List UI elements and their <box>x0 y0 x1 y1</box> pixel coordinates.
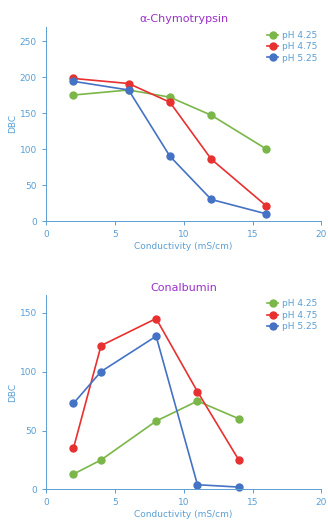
pH 4.25 <box>127 87 131 93</box>
pH 5.25 <box>195 481 199 488</box>
pH 5.25 <box>99 368 103 375</box>
pH 4.25 <box>264 146 268 152</box>
pH 4.25 <box>209 112 213 119</box>
pH 4.75 <box>168 99 172 105</box>
Legend: pH 4.25, pH 4.75, pH 5.25: pH 4.25, pH 4.75, pH 5.25 <box>265 29 319 64</box>
pH 4.75 <box>127 80 131 87</box>
pH 5.25 <box>209 196 213 203</box>
pH 5.25 <box>264 211 268 217</box>
Legend: pH 4.25, pH 4.75, pH 5.25: pH 4.25, pH 4.75, pH 5.25 <box>265 298 319 333</box>
pH 5.25 <box>72 400 75 406</box>
pH 4.75 <box>209 156 213 162</box>
pH 4.25 <box>237 415 241 422</box>
pH 4.75 <box>72 445 75 451</box>
X-axis label: Conductivity (mS/cm): Conductivity (mS/cm) <box>134 242 233 251</box>
X-axis label: Conductivity (mS/cm): Conductivity (mS/cm) <box>134 510 233 519</box>
Line: pH 5.25: pH 5.25 <box>70 332 242 491</box>
Line: pH 4.75: pH 4.75 <box>70 315 242 463</box>
pH 5.25 <box>237 484 241 491</box>
pH 4.25 <box>99 457 103 463</box>
Line: pH 4.75: pH 4.75 <box>70 75 270 210</box>
pH 4.25 <box>195 398 199 404</box>
Title: α-Chymotrypsin: α-Chymotrypsin <box>139 14 228 24</box>
Y-axis label: DBC: DBC <box>8 114 17 134</box>
pH 4.25 <box>72 471 75 477</box>
pH 4.75 <box>99 343 103 349</box>
pH 4.75 <box>72 75 75 81</box>
Title: Conalbumin: Conalbumin <box>150 283 217 293</box>
Y-axis label: DBC: DBC <box>8 383 17 402</box>
pH 4.75 <box>237 457 241 463</box>
Line: pH 5.25: pH 5.25 <box>70 78 270 218</box>
pH 4.75 <box>154 315 158 322</box>
pH 5.25 <box>168 153 172 160</box>
pH 4.25 <box>168 94 172 101</box>
pH 5.25 <box>154 333 158 339</box>
pH 4.25 <box>72 92 75 98</box>
pH 4.75 <box>195 388 199 395</box>
pH 4.75 <box>264 203 268 209</box>
pH 5.25 <box>127 87 131 93</box>
pH 5.25 <box>72 78 75 85</box>
Line: pH 4.25: pH 4.25 <box>70 87 270 153</box>
Line: pH 4.25: pH 4.25 <box>70 397 242 478</box>
pH 4.25 <box>154 418 158 425</box>
